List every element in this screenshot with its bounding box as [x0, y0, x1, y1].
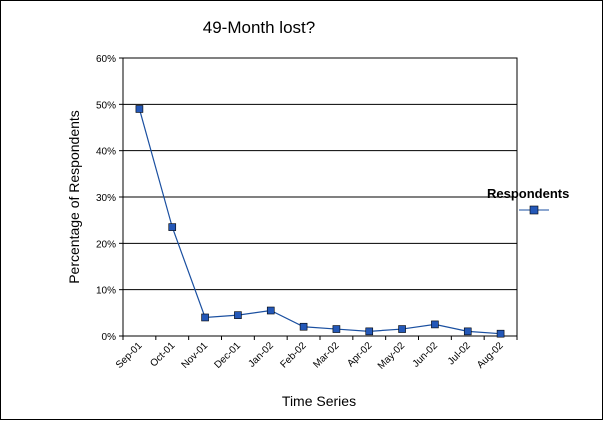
x-axis-ticks: Sep-01 Oct-01 Nov-01 Dec-01 Jan-02 Feb-02 Mar-…	[114, 336, 518, 372]
y-tick-label: 30%	[96, 193, 116, 204]
x-tick-label: Apr-02	[345, 340, 374, 369]
x-tick-label: Jul-02	[446, 340, 473, 367]
y-axis-label: Percentage of Respondents	[66, 110, 82, 284]
x-tick-label: Oct-01	[148, 340, 177, 369]
x-tick-label: Sep-01	[114, 340, 145, 371]
x-tick-label: Aug-02	[475, 340, 506, 371]
y-axis-ticks: 0% 10% 20% 30% 40% 50% 60%	[96, 54, 123, 343]
data-point	[168, 223, 177, 231]
y-tick-label: 60%	[96, 54, 116, 65]
x-tick-label: Jan-02	[246, 340, 276, 370]
x-tick-label: May-02	[376, 340, 408, 372]
data-point	[201, 313, 209, 322]
x-tick-label: Mar-02	[311, 340, 341, 370]
data-point	[266, 306, 275, 315]
legend-marker	[529, 205, 539, 215]
data-point	[234, 311, 242, 319]
y-tick-label: 0%	[102, 332, 117, 343]
data-point	[398, 325, 406, 333]
x-tick-label: Jun-02	[411, 340, 441, 370]
chart-title: 49-Month lost?	[203, 18, 315, 37]
data-point	[496, 329, 505, 338]
y-tick-label: 40%	[96, 147, 116, 158]
data-point	[332, 325, 341, 333]
y-tick-label: 50%	[96, 100, 116, 111]
legend: Respondents	[487, 186, 569, 215]
data-point	[135, 105, 144, 113]
y-tick-label: 10%	[96, 286, 116, 297]
x-tick-label: Feb-02	[279, 340, 309, 370]
x-axis-label: Time Series	[282, 393, 356, 409]
data-point	[431, 320, 439, 329]
data-point	[463, 327, 472, 336]
series-respondents	[135, 105, 505, 338]
data-point	[299, 322, 308, 331]
y-tick-label: 20%	[96, 239, 116, 250]
plot-area	[122, 57, 518, 337]
series-line	[138, 108, 501, 335]
data-point	[365, 327, 374, 336]
x-tick-label: Dec-01	[212, 340, 243, 371]
legend-label-respondents: Respondents	[487, 186, 569, 201]
x-tick-label: Nov-01	[180, 340, 211, 371]
grid-lines	[123, 103, 517, 291]
